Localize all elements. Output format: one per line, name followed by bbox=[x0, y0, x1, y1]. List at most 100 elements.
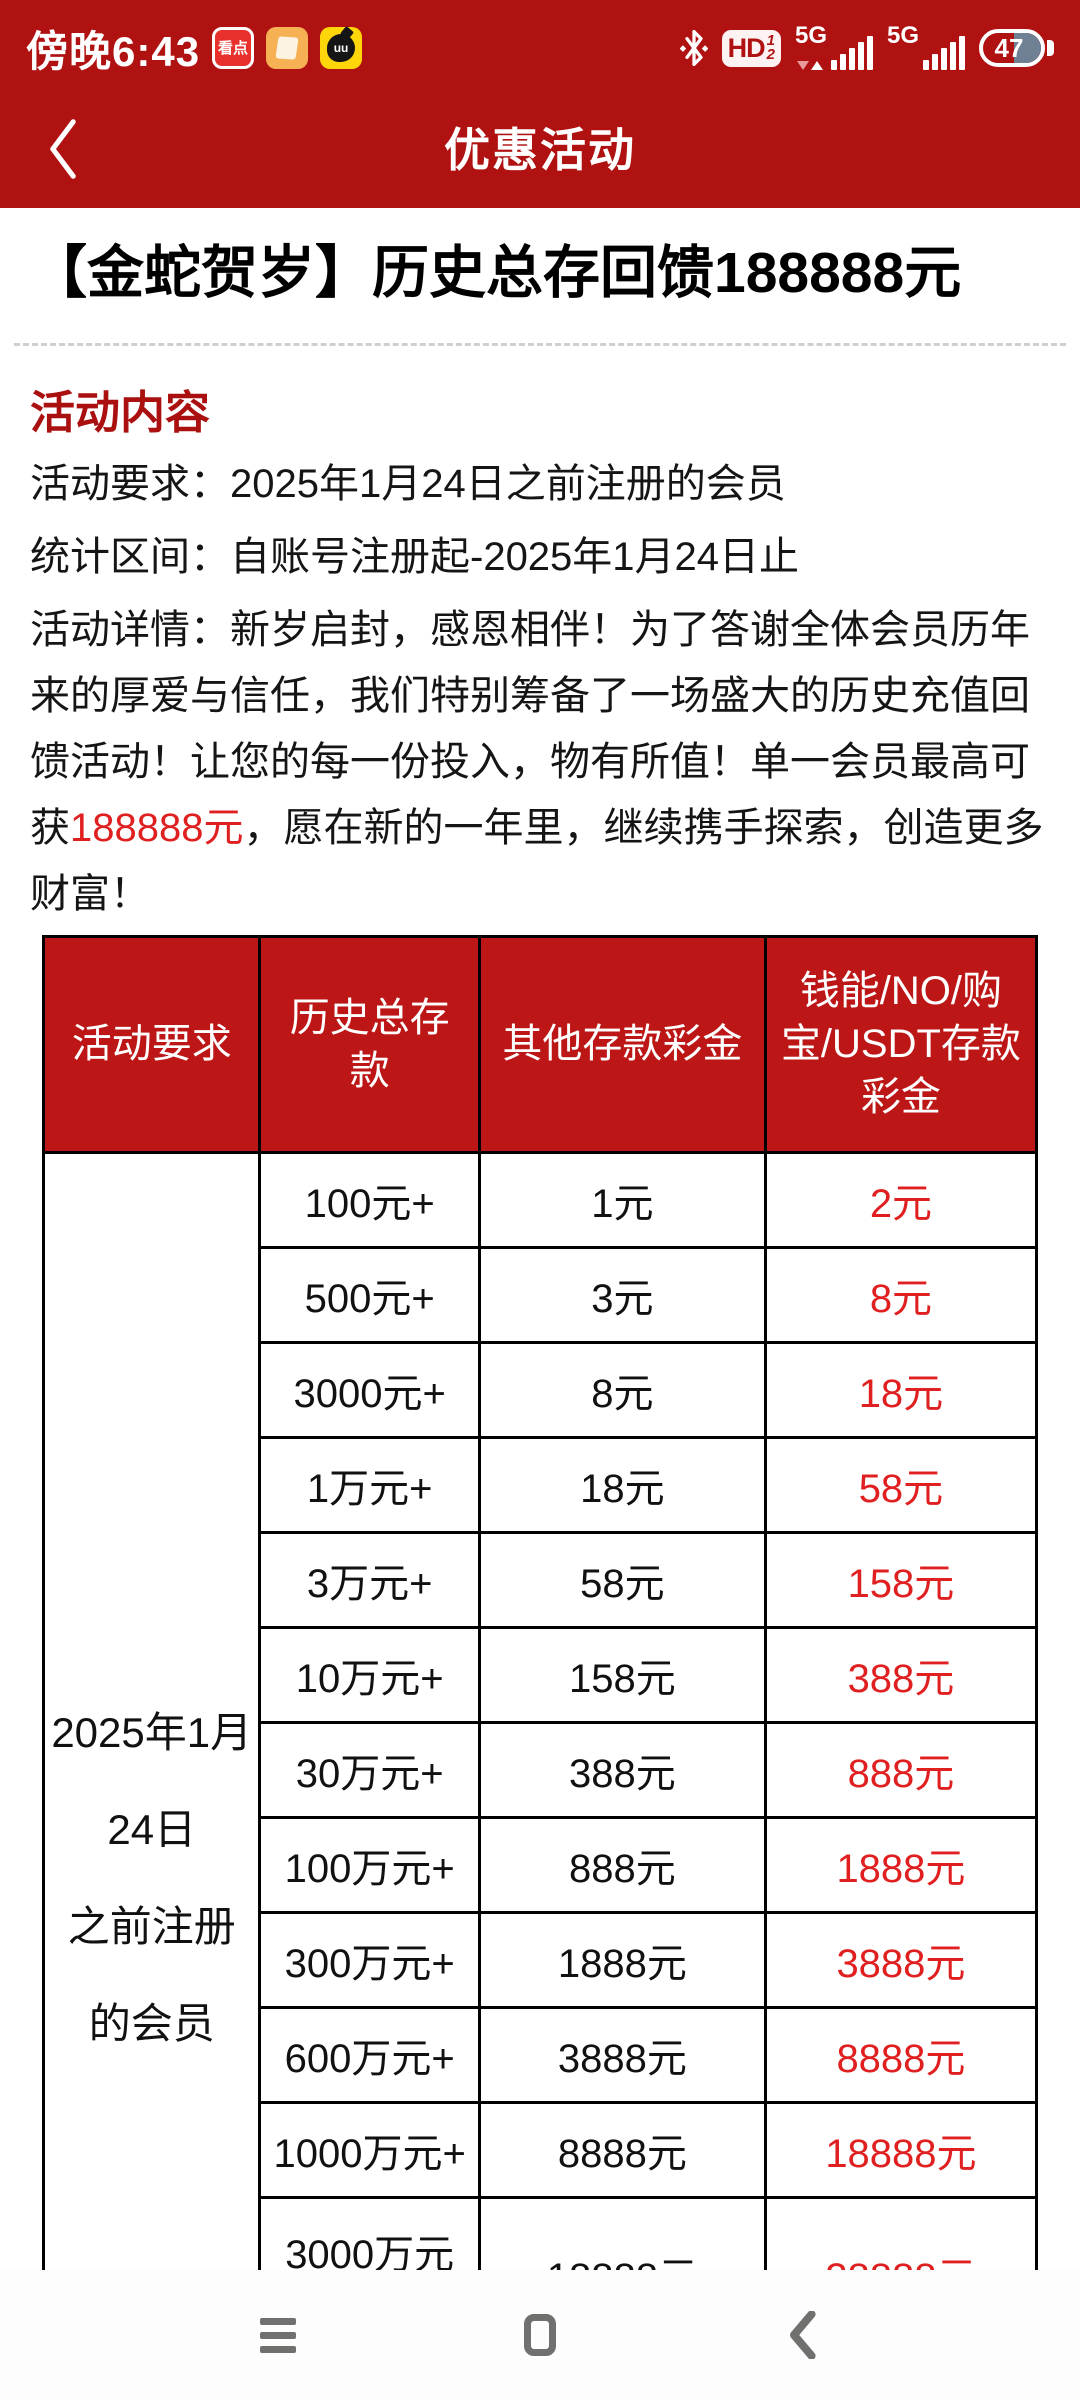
other-bonus: 58元 bbox=[477, 1531, 767, 1630]
other-bonus: 18元 bbox=[477, 1436, 767, 1535]
special-bonus: 1888元 bbox=[763, 1816, 1039, 1915]
uu-icon-label: uu bbox=[327, 34, 356, 62]
hd-sim2: 2 bbox=[766, 46, 775, 63]
header-other-bonus: 其他存款彩金 bbox=[477, 935, 767, 1155]
battery-body: 47 bbox=[979, 29, 1045, 67]
kandian-icon-label: 看点 bbox=[218, 39, 249, 57]
table-row: 10万元+ 158元 388元 bbox=[44, 1626, 1039, 1725]
menu-button[interactable] bbox=[243, 2300, 313, 2370]
table-row: 1000万元+ 8888元 18888元 bbox=[44, 2101, 1039, 2200]
member-requirement-cell: 2025年1月 24日 之前注册 的会员 bbox=[41, 1151, 262, 2352]
signal-sim1-icon: 5G bbox=[795, 22, 873, 72]
status-bar: 傍晚6:43 看点 uu HD 1 2 5G bbox=[0, 0, 1080, 96]
hd-voice-icon: HD 1 2 bbox=[721, 29, 781, 67]
deposit-tier: 10万元+ bbox=[258, 1626, 481, 1725]
special-bonus: 158元 bbox=[763, 1531, 1039, 1630]
other-bonus: 1元 bbox=[477, 1151, 767, 1250]
requirement-line: 活动要求：2025年1月24日之前注册的会员 bbox=[30, 462, 786, 507]
other-bonus: 158元 bbox=[477, 1626, 767, 1725]
other-bonus: 3元 bbox=[477, 1246, 767, 1345]
special-bonus: 3888元 bbox=[763, 1911, 1039, 2010]
system-nav-bar bbox=[0, 2270, 1080, 2400]
network-type-sim2: 5G bbox=[887, 22, 920, 49]
other-bonus: 888元 bbox=[477, 1816, 767, 1915]
data-activity-arrows bbox=[797, 61, 823, 70]
hd-label: HD bbox=[727, 32, 766, 63]
back-button[interactable] bbox=[28, 104, 98, 194]
deposit-tier: 100万元+ bbox=[258, 1816, 481, 1915]
other-bonus: 3888元 bbox=[477, 2006, 767, 2105]
table-row: 30万元+ 388元 888元 bbox=[44, 1721, 1039, 1820]
deposit-tier: 1万元+ bbox=[258, 1436, 481, 1535]
flag-notification-icon bbox=[266, 27, 309, 69]
promo-title: 【金蛇贺岁】历史总存回馈188888元 bbox=[30, 241, 962, 305]
app-nav-bar: 优惠活动 bbox=[0, 96, 1080, 208]
flag-glyph bbox=[275, 36, 299, 60]
table-row: 600万元+ 3888元 8888元 bbox=[44, 2006, 1039, 2105]
clock: 傍晚6:43 bbox=[26, 27, 201, 75]
hd-sim-numbers: 1 2 bbox=[766, 32, 775, 63]
special-bonus: 8888元 bbox=[763, 2006, 1039, 2105]
home-button[interactable] bbox=[505, 2300, 575, 2370]
deposit-tier: 100元+ bbox=[258, 1151, 481, 1250]
period-line: 统计区间：自账号注册起-2025年1月24日止 bbox=[30, 535, 800, 580]
battery-fill bbox=[1014, 33, 1041, 63]
table-row: 1万元+ 18元 58元 bbox=[44, 1436, 1039, 1535]
bonus-table: 活动要求 历史总存 款 其他存款彩金 钱能/NO/购 宝/USDT存款 彩金 2… bbox=[41, 935, 1039, 2352]
deposit-tier: 1000万元+ bbox=[258, 2101, 481, 2200]
battery-nub bbox=[1047, 40, 1054, 56]
special-bonus: 18888元 bbox=[763, 2101, 1039, 2200]
status-bar-left: 傍晚6:43 看点 uu bbox=[26, 18, 363, 79]
special-bonus: 18元 bbox=[763, 1341, 1039, 1440]
other-bonus: 388元 bbox=[477, 1721, 767, 1820]
back-nav-icon bbox=[790, 2311, 816, 2359]
section-heading: 活动内容 bbox=[30, 387, 211, 439]
signal-bars-sim2 bbox=[923, 36, 965, 70]
status-bar-right: HD 1 2 5G 5G 47 bbox=[679, 22, 1054, 72]
special-bonus: 8元 bbox=[763, 1246, 1039, 1345]
table-row: 300万元+ 1888元 3888元 bbox=[44, 1911, 1039, 2010]
table-row: 2025年1月 24日 之前注册 的会员 100元+ 1元 2元 bbox=[41, 1151, 1039, 2352]
detail-text-suffix: ，愿在新的一年里，继续携手探索，创造更多财富！ bbox=[30, 806, 1044, 917]
table-row: 100万元+ 888元 1888元 bbox=[44, 1816, 1039, 1915]
home-icon bbox=[524, 2314, 556, 2356]
network-type-sim1: 5G bbox=[795, 22, 828, 49]
bluetooth-icon bbox=[679, 28, 708, 68]
special-bonus: 388元 bbox=[763, 1626, 1039, 1725]
header-requirement: 活动要求 bbox=[41, 935, 262, 1155]
special-bonus: 58元 bbox=[763, 1436, 1039, 1535]
page-header-title: 优惠活动 bbox=[444, 124, 636, 176]
battery-icon: 47 bbox=[979, 29, 1054, 67]
signal-bars-sim1 bbox=[831, 36, 873, 70]
signal-sim2-icon: 5G bbox=[887, 22, 965, 72]
deposit-tier: 3万元+ bbox=[258, 1531, 481, 1630]
battery-percent: 47 bbox=[994, 32, 1024, 63]
other-bonus: 8888元 bbox=[477, 2101, 767, 2200]
uu-notification-icon: uu bbox=[320, 27, 363, 69]
other-bonus: 8元 bbox=[477, 1341, 767, 1440]
special-bonus: 2元 bbox=[763, 1151, 1039, 1250]
deposit-tier: 30万元+ bbox=[258, 1721, 481, 1820]
content-area: 【金蛇贺岁】历史总存回馈188888元 活动内容 活动要求：2025年1月24日… bbox=[0, 238, 1080, 2352]
deposit-tier: 3000元+ bbox=[258, 1341, 481, 1440]
menu-icon bbox=[260, 2317, 296, 2353]
deposit-tier: 600万元+ bbox=[258, 2006, 481, 2105]
hd-sim1: 1 bbox=[766, 32, 775, 49]
deposit-tier: 300万元+ bbox=[258, 1911, 481, 2010]
table-row: 500元+ 3元 8元 bbox=[44, 1246, 1039, 1345]
header-total-deposit: 历史总存 款 bbox=[258, 935, 481, 1155]
detail-text: 活动详情：新岁启封，感恩相伴！为了答谢全体会员历年来的厚爱与信任，我们特别筹备了… bbox=[30, 608, 1030, 851]
special-bonus: 888元 bbox=[763, 1721, 1039, 1820]
kandian-notification-icon: 看点 bbox=[212, 27, 255, 69]
header-special-bonus: 钱能/NO/购 宝/USDT存款 彩金 bbox=[763, 935, 1039, 1155]
back-nav-button[interactable] bbox=[767, 2300, 837, 2370]
table-row: 3000元+ 8元 18元 bbox=[44, 1341, 1039, 1440]
table-header-row: 活动要求 历史总存 款 其他存款彩金 钱能/NO/购 宝/USDT存款 彩金 bbox=[41, 935, 1039, 1155]
detail-paragraph: 活动详情：新岁启封，感恩相伴！为了答谢全体会员历年来的厚爱与信任，我们特别筹备了… bbox=[30, 597, 1050, 927]
deposit-tier: 500元+ bbox=[258, 1246, 481, 1345]
dashed-divider bbox=[14, 343, 1066, 347]
other-bonus: 1888元 bbox=[477, 1911, 767, 2010]
detail-highlight-amount: 188888元 bbox=[70, 806, 244, 851]
table-row: 3万元+ 58元 158元 bbox=[44, 1531, 1039, 1630]
